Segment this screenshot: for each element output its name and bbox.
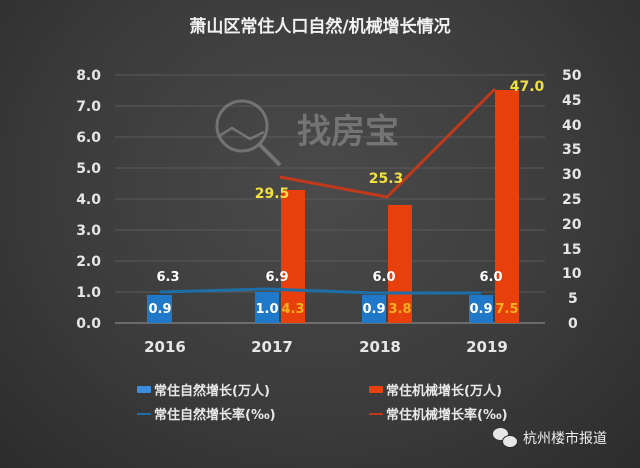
legend-swatch bbox=[137, 386, 151, 393]
left-tick: 3.0 bbox=[76, 223, 101, 239]
x-tick: 2016 bbox=[144, 338, 186, 356]
data-label: 0.9 bbox=[469, 302, 492, 317]
legend-item-mech-bar: 常住机械增长(万人) bbox=[369, 380, 502, 399]
mech-rate-line bbox=[279, 87, 497, 199]
bar-natural-2016 bbox=[147, 295, 172, 323]
bar-mech-2019 bbox=[495, 90, 519, 323]
house-roof-icon bbox=[218, 126, 265, 141]
legend-label: 常住自然增长率(‰) bbox=[154, 408, 276, 423]
data-label: 6.3 bbox=[156, 270, 179, 285]
left-tick: 5.0 bbox=[76, 161, 101, 177]
left-tick: 7.0 bbox=[76, 99, 101, 115]
data-label: 4.3 bbox=[281, 302, 304, 317]
legend-label: 常住自然增长(万人) bbox=[154, 384, 270, 399]
data-label: 6.0 bbox=[479, 270, 502, 285]
mech-bar-labels: 4.3 3.8 7.5 bbox=[281, 302, 518, 317]
bar-natural-2018 bbox=[362, 295, 386, 323]
x-tick: 2019 bbox=[466, 338, 508, 356]
left-tick: 1.0 bbox=[76, 285, 101, 301]
x-axis: 2016 2017 2018 2019 bbox=[144, 338, 508, 356]
right-tick: 35 bbox=[562, 142, 581, 158]
natural-rate-labels: 6.3 6.9 6.0 6.0 bbox=[156, 270, 502, 285]
right-tick: 0 bbox=[568, 316, 578, 332]
legend-swatch bbox=[369, 386, 383, 393]
natural-rate-line bbox=[159, 287, 481, 295]
right-tick: 30 bbox=[562, 167, 582, 183]
magnifier-icon bbox=[215, 99, 269, 153]
left-tick: 0.0 bbox=[76, 316, 101, 332]
legend-swatch bbox=[369, 412, 383, 415]
right-tick: 15 bbox=[562, 242, 581, 258]
right-tick: 50 bbox=[562, 68, 582, 84]
natural-bar-labels: 0.9 1.0 0.9 0.9 bbox=[148, 302, 492, 317]
legend-label: 常住机械增长率(‰) bbox=[386, 408, 508, 423]
data-label: 47.0 bbox=[510, 79, 545, 95]
x-tick: 2018 bbox=[359, 338, 401, 356]
gridlines bbox=[115, 74, 545, 293]
right-axis: 50 45 40 35 30 25 20 15 10 5 0 bbox=[562, 68, 582, 332]
watermark-logo: 找房宝 bbox=[215, 99, 399, 167]
data-label: 6.9 bbox=[265, 270, 288, 285]
mech-bars bbox=[281, 90, 519, 323]
right-tick: 20 bbox=[562, 217, 582, 233]
data-label: 6.0 bbox=[372, 270, 395, 285]
mech-rate-labels: 29.5 25.3 47.0 bbox=[255, 79, 545, 202]
legend-item-mech-rate: 常住机械增长率(‰) bbox=[369, 404, 508, 423]
data-label: 3.8 bbox=[388, 302, 411, 317]
data-label: 25.3 bbox=[369, 171, 404, 187]
chart-title: 萧山区常住人口自然/机械增长情况 bbox=[189, 17, 451, 37]
right-tick: 5 bbox=[568, 291, 578, 307]
source-label: 杭州楼市报道 bbox=[523, 431, 607, 447]
right-tick: 10 bbox=[562, 266, 582, 282]
bar-natural-2017 bbox=[255, 292, 279, 323]
right-tick: 40 bbox=[562, 118, 582, 134]
left-tick: 4.0 bbox=[76, 192, 101, 208]
legend-item-natural-bar: 常住自然增长(万人) bbox=[137, 380, 270, 399]
data-label: 0.9 bbox=[362, 302, 385, 317]
magnifier-handle-icon bbox=[257, 142, 282, 167]
right-tick: 25 bbox=[562, 192, 581, 208]
bar-natural-2019 bbox=[469, 295, 493, 323]
data-label: 1.0 bbox=[255, 302, 278, 317]
source-watermark: 杭州楼市报道 bbox=[493, 428, 607, 448]
data-label: 7.5 bbox=[495, 302, 518, 317]
left-axis: 8.0 7.0 6.0 5.0 4.0 3.0 2.0 1.0 0.0 bbox=[76, 68, 101, 332]
legend-swatch bbox=[137, 412, 151, 415]
bar-mech-2017 bbox=[281, 190, 305, 323]
left-tick: 6.0 bbox=[76, 130, 101, 146]
right-tick: 45 bbox=[562, 93, 581, 109]
left-tick: 2.0 bbox=[76, 254, 101, 270]
wechat-icon bbox=[493, 428, 518, 448]
watermark-logo-text: 找房宝 bbox=[297, 112, 399, 152]
bar-mech-2018 bbox=[388, 205, 412, 323]
left-tick: 8.0 bbox=[76, 68, 101, 84]
data-label: 0.9 bbox=[148, 302, 171, 317]
legend-label: 常住机械增长(万人) bbox=[386, 384, 502, 399]
legend-item-natural-rate: 常住自然增长率(‰) bbox=[137, 404, 276, 423]
natural-bars bbox=[147, 292, 493, 323]
x-tick: 2017 bbox=[251, 338, 293, 356]
data-label: 29.5 bbox=[255, 186, 290, 202]
